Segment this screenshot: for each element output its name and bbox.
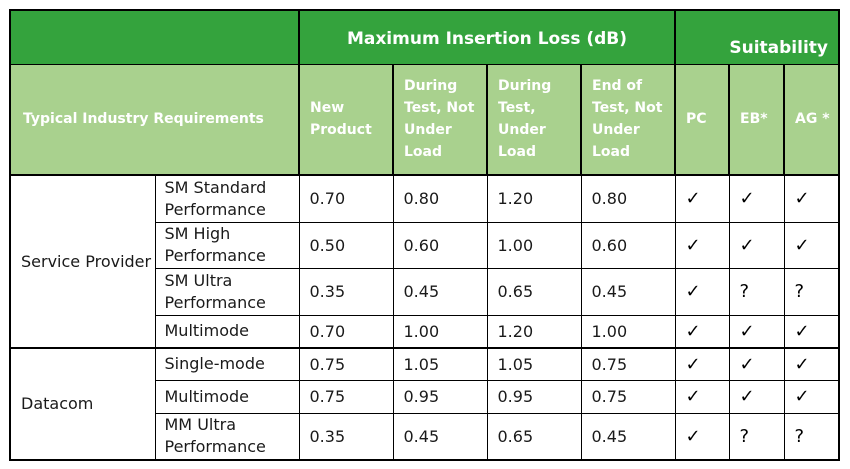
table-row: Multimode 0.75 0.95 0.95 0.75 ✓ ✓ ✓ xyxy=(10,379,840,413)
table-cell: 1.00 xyxy=(580,314,675,349)
row-label: Single-mode xyxy=(154,348,299,380)
row-label: SM Standard Performance xyxy=(154,174,299,222)
table-cell: 0.45 xyxy=(580,267,675,315)
suitability-mark: ✓ xyxy=(728,221,784,268)
suitability-mark: ✓ xyxy=(783,314,840,349)
row-label: SM Ultra Performance xyxy=(154,267,299,315)
suitability-mark: ✓ xyxy=(783,379,840,413)
suitability-mark: ? xyxy=(728,412,784,461)
suitability-mark: ✓ xyxy=(674,314,729,349)
suitability-mark: ✓ xyxy=(728,379,784,413)
table-cell: 1.00 xyxy=(392,314,487,349)
table-cell: 0.70 xyxy=(298,314,393,349)
table-row: Datacom Single-mode 0.75 1.05 1.05 0.75 … xyxy=(9,348,840,461)
table-cell: 0.75 xyxy=(298,379,393,413)
suitability-mark: ✓ xyxy=(674,379,729,413)
table-cell: 0.60 xyxy=(392,221,487,268)
suitability-mark: ✓ xyxy=(674,267,729,315)
table-cell: 0.75 xyxy=(298,348,393,380)
table-cell: 0.35 xyxy=(298,412,393,461)
table-cell: 0.75 xyxy=(580,379,675,413)
suitability-mark: ✓ xyxy=(783,174,840,222)
suitability-mark: ✓ xyxy=(674,412,729,461)
suitability-mark: ✓ xyxy=(783,221,840,268)
table-cell: 0.45 xyxy=(392,412,487,461)
table-cell: 1.05 xyxy=(392,348,487,380)
table-row: SM Ultra Performance 0.35 0.45 0.65 0.45… xyxy=(10,267,840,315)
column-header-end-of-test: End of Test, Not Under Load xyxy=(580,63,675,175)
table-cell: 1.05 xyxy=(486,348,581,380)
suitability-mark: ? xyxy=(783,267,840,315)
table-row: MM Ultra Performance 0.35 0.45 0.65 0.45… xyxy=(10,412,840,461)
requirements-header: Typical Industry Requirements xyxy=(9,63,299,175)
table-row: SM High Performance 0.50 0.60 1.00 0.60 … xyxy=(10,221,840,268)
suitability-mark: ? xyxy=(728,267,784,315)
row-label: SM High Performance xyxy=(154,221,299,268)
column-header-during-test-under-load: During Test, Under Load xyxy=(486,63,581,175)
row-label: Multimode xyxy=(154,379,299,413)
column-header-during-test-not-under-load: During Test, Not Under Load xyxy=(392,63,487,175)
header-corner xyxy=(9,9,299,64)
table-cell: 0.80 xyxy=(580,174,675,222)
suitability-mark: ✓ xyxy=(728,314,784,349)
row-label: MM Ultra Performance xyxy=(154,412,299,461)
suitability-mark: ✓ xyxy=(728,348,784,380)
table-cell: 0.50 xyxy=(298,221,393,268)
max-loss-header: Maximum Insertion Loss (dB) xyxy=(298,9,675,64)
table-cell: 0.80 xyxy=(392,174,487,222)
suitability-mark: ✓ xyxy=(674,348,729,380)
suitability-mark: ✓ xyxy=(674,174,729,222)
table-cell: 1.20 xyxy=(486,174,581,222)
table-row: Multimode 0.70 1.00 1.20 1.00 ✓ ✓ ✓ xyxy=(10,314,840,349)
table-cell: 1.20 xyxy=(486,314,581,349)
table-cell: 0.95 xyxy=(392,379,487,413)
table-cell: 0.60 xyxy=(580,221,675,268)
table-cell: 1.00 xyxy=(486,221,581,268)
table-cell: 0.45 xyxy=(392,267,487,315)
table-cell: 0.65 xyxy=(486,412,581,461)
suitability-mark: ✓ xyxy=(728,174,784,222)
column-header-pc: PC xyxy=(674,63,729,175)
column-header-ag: AG * xyxy=(783,63,840,175)
table-cell: 0.75 xyxy=(580,348,675,380)
table-cell: 0.65 xyxy=(486,267,581,315)
table-cell: 0.45 xyxy=(580,412,675,461)
suitability-header: Suitability xyxy=(674,9,840,64)
table-cell: 0.70 xyxy=(298,174,393,222)
table-row: Service Provider SM Standard Performance… xyxy=(9,174,840,349)
column-header-eb: EB* xyxy=(728,63,784,175)
suitability-mark: ✓ xyxy=(674,221,729,268)
group-label-service-provider: Service Provider xyxy=(9,174,155,349)
group-label-datacom: Datacom xyxy=(9,348,155,461)
table-cell: 0.35 xyxy=(298,267,393,315)
table-cell: 0.95 xyxy=(486,379,581,413)
column-header-new-product: New Product xyxy=(298,63,393,175)
insertion-loss-table: Maximum Insertion Loss (dB) Suitability … xyxy=(9,9,840,461)
insertion-loss-table-container: Maximum Insertion Loss (dB) Suitability … xyxy=(9,9,840,461)
suitability-mark: ✓ xyxy=(783,348,840,380)
suitability-mark: ? xyxy=(783,412,840,461)
row-label: Multimode xyxy=(154,314,299,349)
